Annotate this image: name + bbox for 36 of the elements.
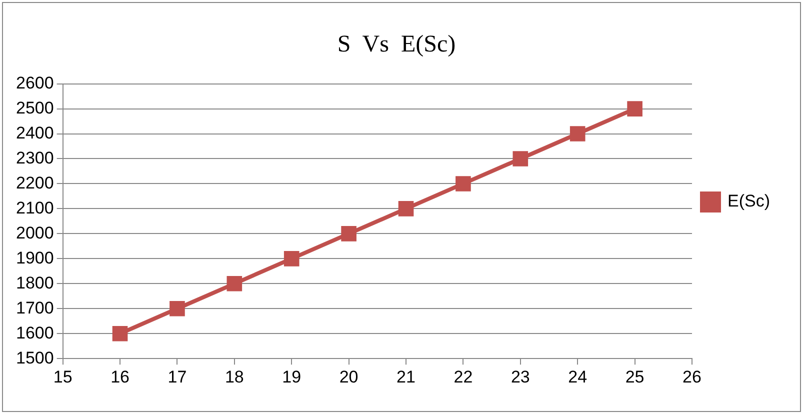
y-tick-label: 2500	[16, 98, 54, 118]
point	[112, 326, 128, 342]
y-tick-label: 2300	[16, 148, 54, 168]
point	[398, 201, 414, 216]
x-tick-label: 21	[396, 367, 416, 386]
point	[226, 276, 242, 292]
x-tick-label: 24	[568, 367, 588, 386]
point	[512, 151, 528, 166]
y-tick-label: 1700	[16, 298, 54, 318]
x-tick-label: 26	[682, 367, 702, 386]
y-tick-label: 1600	[16, 323, 54, 342]
x-tick-label: 16	[110, 367, 130, 386]
point	[627, 101, 642, 116]
x-tick-label: 22	[454, 367, 473, 386]
point	[456, 176, 471, 192]
y-tick-label: 1900	[16, 248, 54, 268]
y-tick-label: 2400	[16, 123, 54, 142]
y-tick-label: 2000	[16, 223, 54, 242]
point	[284, 251, 300, 266]
y-tick-label: 2100	[16, 198, 54, 218]
x-tick-label: 19	[282, 367, 302, 386]
y-tick-label: 1800	[16, 273, 54, 292]
y-tick-label: 1500	[16, 348, 54, 368]
point	[170, 300, 185, 316]
x-tick-label: 17	[168, 367, 187, 386]
y-tick-label: 2600	[16, 73, 54, 92]
x-tick-label: 23	[510, 367, 530, 386]
y-tick-label: 2200	[16, 173, 54, 192]
x-tick-label: 15	[53, 367, 72, 386]
legend-label: E(Sc)	[728, 192, 770, 211]
x-tick-label: 18	[224, 367, 244, 386]
chart-title: S Vs E(Sc)	[337, 32, 456, 58]
point	[341, 226, 356, 242]
point	[570, 126, 586, 142]
x-tick-label: 25	[625, 367, 644, 386]
x-tick-label: 20	[339, 367, 358, 386]
